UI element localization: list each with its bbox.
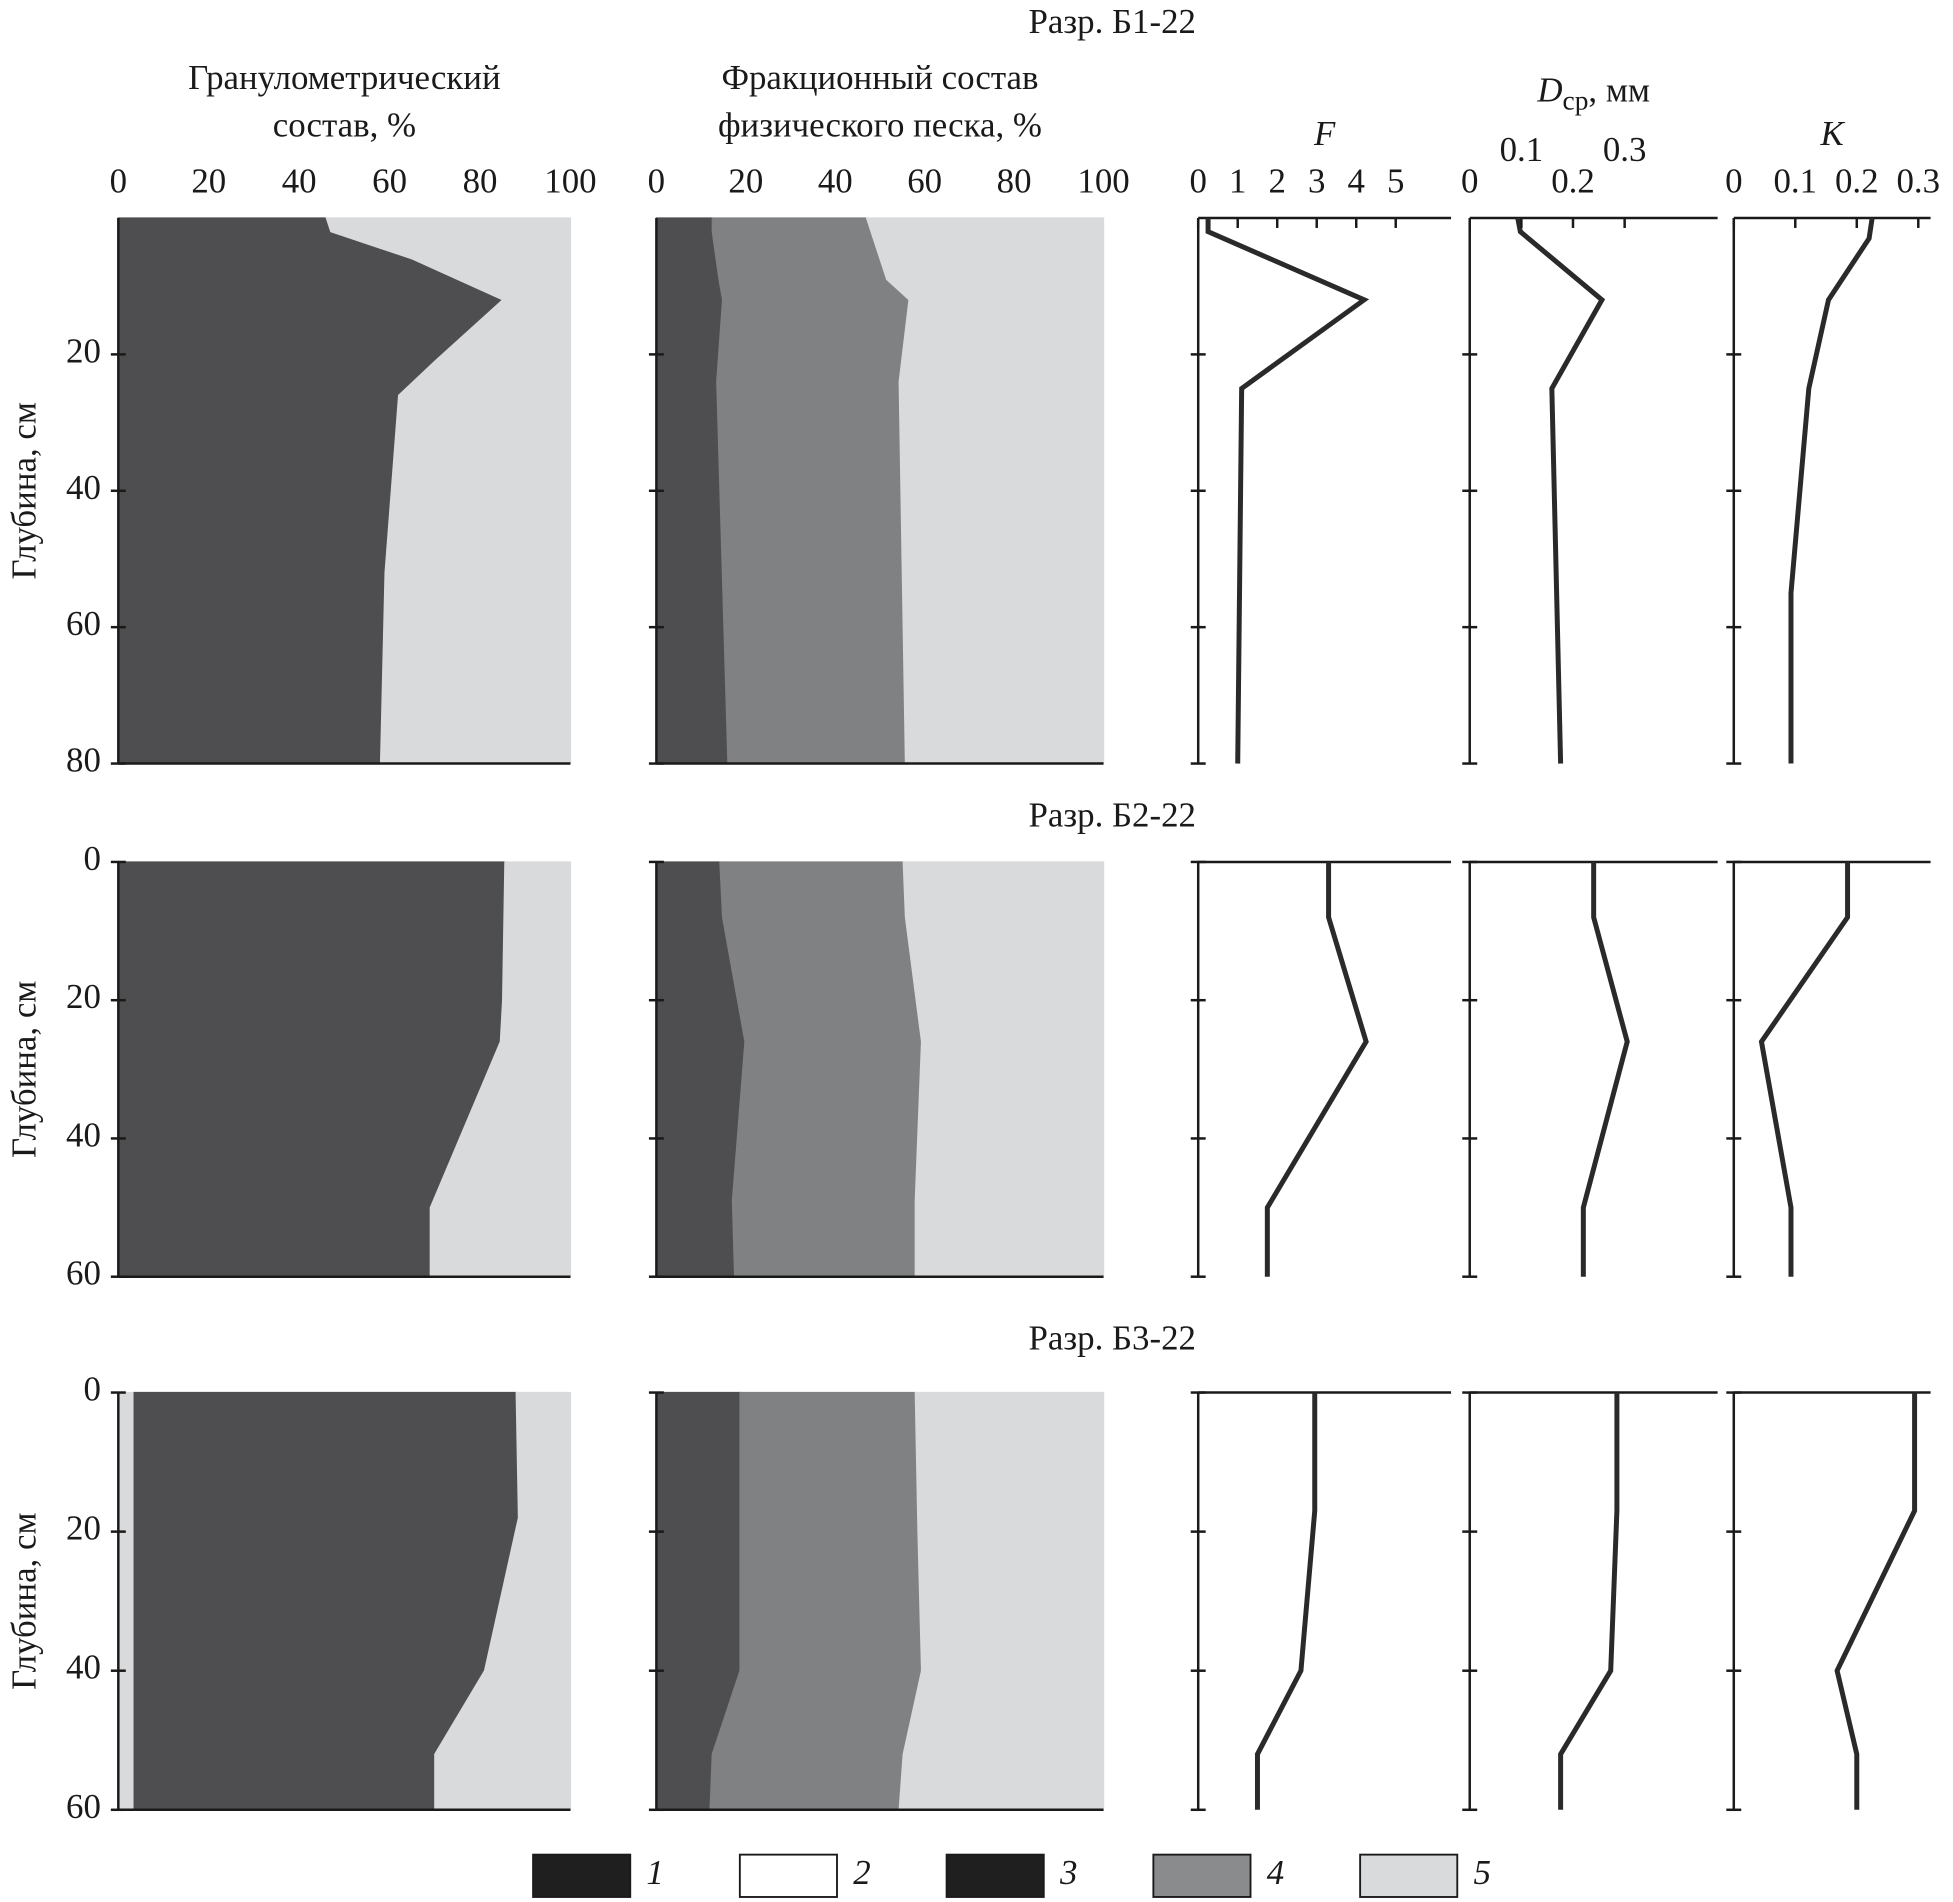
x-tick-label: 40 [282,161,317,200]
area-segment [719,861,923,1278]
legend-label: 5 [1473,1853,1490,1892]
profile-line [1254,1392,1318,1810]
y-axis-label: Глубина, см [4,1512,43,1689]
x-tick-label: 2 [1269,161,1286,200]
profile-line [1205,218,1370,764]
y-tick-label: 0 [83,1370,100,1409]
legend-label: 3 [1059,1853,1077,1892]
x-axis-label-part: , мм [1588,70,1650,109]
area-segment [117,1391,135,1811]
profile-line [1580,861,1630,1277]
legend-swatch [1152,1853,1252,1898]
x-tick-label: 0.2 [1835,161,1879,200]
profile-title: Разр. Б1-22 [1029,2,1196,41]
x-tick-label: 0.1 [1773,161,1817,200]
x-tick-label: 5 [1387,161,1404,200]
legend-swatch [738,1853,838,1898]
profile-title: Разр. Б3-22 [1029,1318,1196,1357]
x-tick-label: 100 [544,161,596,200]
x-tick-label: 0 [648,161,665,200]
y-tick-label: 20 [66,1509,101,1548]
x-tick-label: 1 [1229,161,1246,200]
x-tick-label: 0.2 [1551,161,1595,200]
y-tick-label: 60 [66,604,101,643]
x-tick-label: 20 [191,161,226,200]
x-axis-label: Фракционный состав [721,58,1038,97]
area-segment [655,217,729,765]
profile-line [1758,861,1851,1277]
y-axis-label: Глубина, см [4,981,43,1158]
profile-line [1515,217,1606,764]
x-axis-label-part: K [1820,114,1846,153]
x-tick-label: 0.1 [1500,130,1544,169]
legend-swatch [532,1853,632,1898]
x-axis-label: состав, % [273,105,416,144]
legend-label: 2 [853,1853,870,1892]
profile-line [1264,861,1369,1277]
profile-title: Разр. Б2-22 [1029,795,1196,834]
x-tick-label: 0 [1725,161,1742,200]
y-tick-label: 80 [66,741,101,780]
y-tick-label: 60 [66,1787,101,1826]
area-segment [898,1391,1105,1811]
y-tick-label: 40 [66,468,101,507]
profile-line [1788,217,1875,764]
x-tick-label: 3 [1308,161,1325,200]
x-axis-label: Гранулометрический [188,58,500,97]
area-segment [711,217,910,765]
x-tick-label: 0.3 [1603,130,1647,169]
x-tick-label: 20 [728,161,763,200]
x-tick-label: 60 [907,161,942,200]
x-tick-label: 0 [110,161,127,200]
y-tick-label: 60 [66,1254,101,1293]
profile-line [1834,1392,1918,1810]
legend-swatch [945,1853,1045,1898]
legend-label: 4 [1267,1853,1284,1892]
area-segment [902,861,1105,1278]
x-axis-label: физического песка, % [718,105,1042,144]
y-tick-label: 40 [66,1648,101,1687]
y-tick-label: 40 [66,1115,101,1154]
area-segment [709,1391,923,1811]
x-tick-label: 60 [372,161,407,200]
x-tick-label: 0 [1461,161,1478,200]
x-axis-label-part: ср [1563,86,1589,116]
legend-swatch [1359,1853,1459,1898]
x-axis-label: K [1820,114,1846,153]
x-tick-label: 0 [1189,161,1206,200]
x-tick-label: 80 [997,161,1032,200]
x-tick-label: 40 [818,161,853,200]
y-tick-label: 0 [83,839,100,878]
x-tick-label: 4 [1348,161,1365,200]
y-axis-label: Глубина, см [4,402,43,579]
x-axis-label: Dср, мм [1536,70,1650,115]
x-axis-label: F [1313,114,1336,153]
x-axis-label-part: D [1536,70,1562,109]
x-axis-label-part: F [1313,114,1336,153]
x-tick-label: 100 [1077,161,1129,200]
y-tick-label: 20 [66,331,101,370]
x-tick-label: 80 [463,161,498,200]
profile-line [1558,1392,1620,1810]
legend-label: 1 [646,1853,663,1892]
y-tick-label: 20 [66,977,101,1016]
x-tick-label: 0.3 [1896,161,1940,200]
